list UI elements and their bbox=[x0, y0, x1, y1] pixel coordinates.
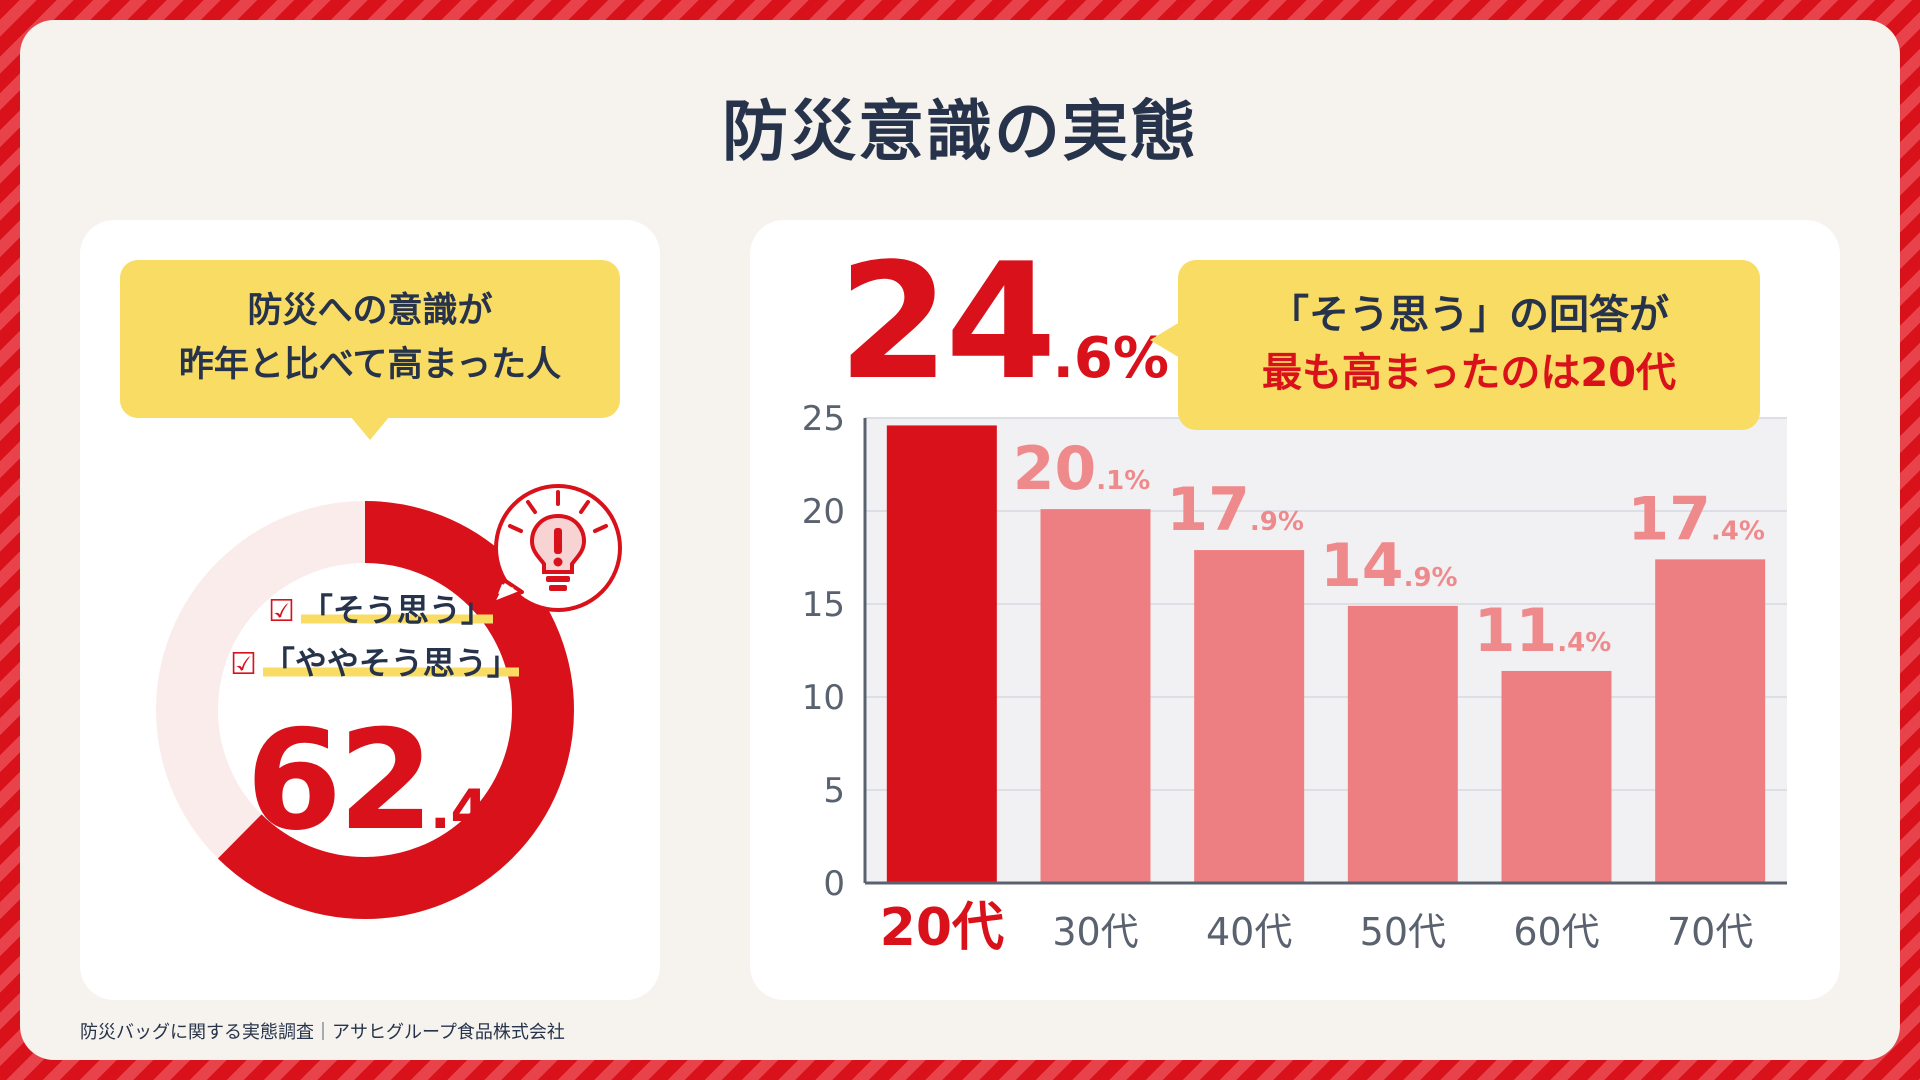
x-tick-label: 50代 bbox=[1360, 910, 1446, 954]
total-percentage: 62.4% bbox=[246, 700, 542, 861]
data-label: 17.4% bbox=[1627, 484, 1765, 554]
answer-label-agree: ☑ 「そう思う」 bbox=[268, 585, 493, 631]
bar bbox=[886, 425, 997, 883]
awareness-callout: 防災への意識が 昨年と比べて高まった人 bbox=[120, 260, 620, 440]
answer-agree-text: 「そう思う」 bbox=[300, 591, 493, 629]
data-label: 20.1% bbox=[1013, 434, 1151, 504]
checkbox-icon: ☑ bbox=[230, 647, 257, 682]
total-percentage-int: 62 bbox=[246, 700, 434, 861]
bar bbox=[1194, 550, 1305, 883]
bar bbox=[1501, 670, 1612, 883]
callout-line-2: 昨年と比べて高まった人 bbox=[178, 345, 562, 385]
y-tick-label: 20 bbox=[802, 492, 845, 532]
bar bbox=[1655, 559, 1766, 883]
checkbox-icon: ☑ bbox=[268, 594, 295, 629]
total-percentage-dec: .4% bbox=[430, 778, 543, 841]
callout-line-1: 防災への意識が bbox=[247, 291, 493, 331]
answer-label-somewhat-agree: ☑ 「ややそう思う」 bbox=[230, 638, 519, 684]
top-percentage: 24.6% bbox=[838, 228, 1169, 415]
y-tick-label: 10 bbox=[802, 678, 845, 718]
lightbulb-icon bbox=[490, 484, 622, 612]
age-callout-line-1: 「そう思う」の回答が bbox=[1269, 292, 1669, 338]
plot-background bbox=[865, 418, 1787, 883]
y-tick-label: 0 bbox=[823, 864, 845, 904]
age-callout: 「そう思う」の回答が 最も高まったのは20代 bbox=[1150, 260, 1760, 430]
age-callout-line-2: 最も高まったのは20代 bbox=[1261, 350, 1677, 396]
answer-somewhat-agree-text: 「ややそう思う」 bbox=[262, 644, 519, 682]
data-label: 14.9% bbox=[1320, 531, 1458, 601]
donut-chart bbox=[156, 501, 574, 919]
bar bbox=[1040, 509, 1151, 883]
donut-value-arc bbox=[156, 501, 574, 919]
x-tick-label: 40代 bbox=[1206, 910, 1292, 954]
data-label: 17.9% bbox=[1166, 475, 1304, 545]
y-tick-label: 5 bbox=[823, 771, 845, 811]
page-title: 防災意識の実態 bbox=[722, 93, 1198, 170]
top-percentage-dec: .6% bbox=[1052, 326, 1170, 391]
x-tick-label: 60代 bbox=[1513, 910, 1599, 954]
y-tick-label: 15 bbox=[802, 585, 845, 625]
top-percentage-int: 24 bbox=[838, 228, 1057, 415]
x-tick-label: 30代 bbox=[1052, 910, 1138, 954]
source-footer: 防災バッグに関する実態調査｜アサヒグループ食品株式会社 bbox=[80, 1022, 565, 1043]
data-label: 11.4% bbox=[1474, 596, 1612, 666]
y-tick-label: 25 bbox=[802, 399, 845, 439]
bar bbox=[1347, 605, 1458, 883]
x-tick-label: 70代 bbox=[1667, 910, 1753, 954]
x-tick-label: 20代 bbox=[880, 898, 1004, 958]
age-bar-chart: 0 5 10 15 20 25 20代 30代 20.1% 40代 17.9% 50代 14.9% 60代… bbox=[802, 399, 1787, 958]
